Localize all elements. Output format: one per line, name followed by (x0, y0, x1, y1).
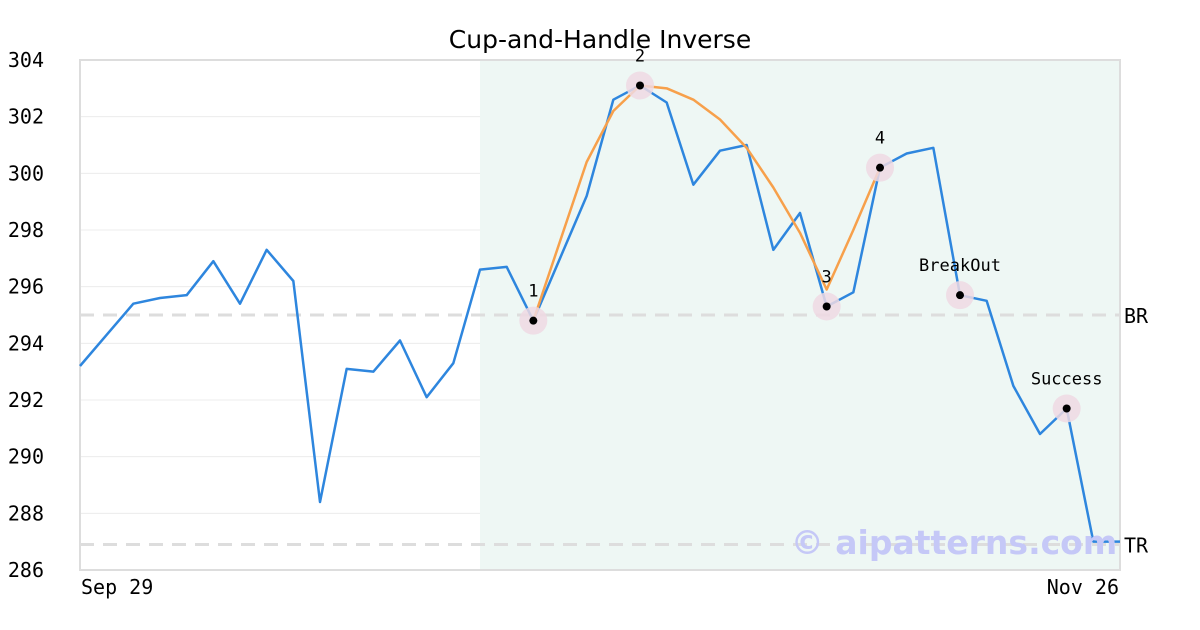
y-tick-label: 296 (8, 275, 44, 299)
x-tick-label-start: Sep 29 (81, 575, 153, 599)
pattern-markers: 1 2 3 4 BreakOut Success (519, 47, 1102, 423)
point-label: 3 (822, 268, 832, 288)
y-tick-label: 302 (8, 105, 44, 129)
watermark: © aipatterns.com (791, 523, 1117, 562)
x-tick-label-end: Nov 26 (1047, 575, 1119, 599)
chart-title: Cup-and-Handle Inverse (449, 25, 751, 54)
pattern-series-line (532, 84, 882, 322)
marker-dot (956, 291, 964, 300)
y-axis-ticks: 286 288 290 292 294 296 298 300 302 304 (8, 48, 44, 582)
marker-dot (822, 302, 831, 311)
marker-dot (876, 163, 884, 172)
point-label: 1 (528, 282, 538, 302)
y-tick-label: 304 (8, 48, 44, 72)
reference-label-tr: TR (1124, 534, 1149, 558)
marker-dot (1062, 404, 1071, 413)
y-tick-label: 288 (8, 501, 44, 525)
y-tick-label: 294 (8, 331, 44, 355)
y-tick-label: 290 (8, 445, 44, 469)
price-series-line (79, 84, 1120, 543)
reference-label-br: BR (1124, 304, 1149, 328)
point-label: Success (1031, 370, 1103, 390)
marker-dot (636, 81, 644, 90)
point-label: BreakOut (919, 256, 1001, 276)
plot-frame (79, 59, 1121, 571)
y-tick-label: 292 (8, 388, 44, 412)
y-tick-label: 300 (8, 161, 44, 185)
reference-lines: BR TR (80, 304, 1149, 558)
y-tick-label: 298 (8, 218, 44, 242)
point-label: 2 (635, 47, 645, 67)
y-tick-label: 286 (8, 558, 44, 582)
point-label: 4 (875, 129, 885, 149)
marker-dot (529, 316, 538, 325)
